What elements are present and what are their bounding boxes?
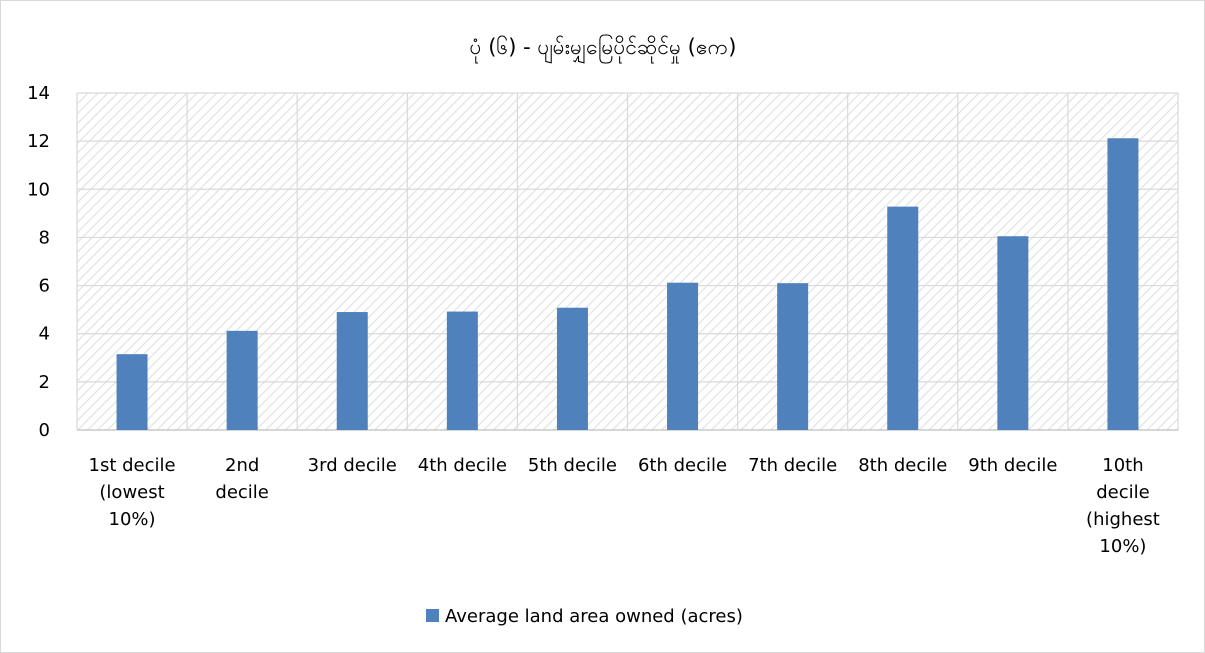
bar (1107, 138, 1139, 431)
bar (116, 354, 148, 430)
y-tick-label: 14 (27, 83, 50, 104)
legend: Average land area owned (acres) (426, 606, 743, 627)
bar (887, 206, 919, 430)
bar (777, 283, 809, 430)
bar (226, 330, 258, 430)
bar (556, 307, 588, 430)
x-category-label: 5th decile (528, 455, 617, 476)
x-category-label: 10th decile (highest 10%) (1086, 455, 1160, 557)
y-axis-ticks: 0 2 4 6 8 10 12 14 (27, 83, 50, 441)
x-category-label: 1st decile (lowest 10%) (89, 455, 176, 530)
legend-label: Average land area owned (acres) (445, 606, 743, 627)
y-tick-label: 8 (39, 227, 50, 248)
y-tick-label: 2 (39, 372, 50, 393)
y-tick-label: 10 (27, 179, 50, 200)
x-axis-categories: 1st decile (lowest 10%) 2nd decile 3rd decile… (89, 455, 1160, 557)
bars (116, 138, 1139, 431)
bar (336, 312, 368, 430)
chart-title: ပုံ (၆) - ပျမ်းမျှမြေပိုင်ဆိုင်မှု (ဧက) (470, 33, 737, 64)
legend-swatch (426, 609, 439, 622)
x-category-label: 9th decile (968, 455, 1057, 476)
x-category-label: 8th decile (858, 455, 947, 476)
x-category-label: 2nd decile (215, 455, 268, 503)
y-tick-label: 4 (39, 324, 50, 345)
y-tick-label: 6 (39, 276, 50, 297)
y-tick-label: 0 (39, 420, 50, 441)
bar (997, 236, 1029, 430)
x-category-label: 6th decile (638, 455, 727, 476)
x-category-label: 7th decile (748, 455, 837, 476)
y-tick-label: 12 (27, 131, 50, 152)
bar (667, 282, 699, 430)
bar (446, 311, 478, 430)
x-category-label: 3rd decile (308, 455, 397, 476)
gridlines (76, 92, 1179, 431)
x-category-label: 4th decile (418, 455, 507, 476)
